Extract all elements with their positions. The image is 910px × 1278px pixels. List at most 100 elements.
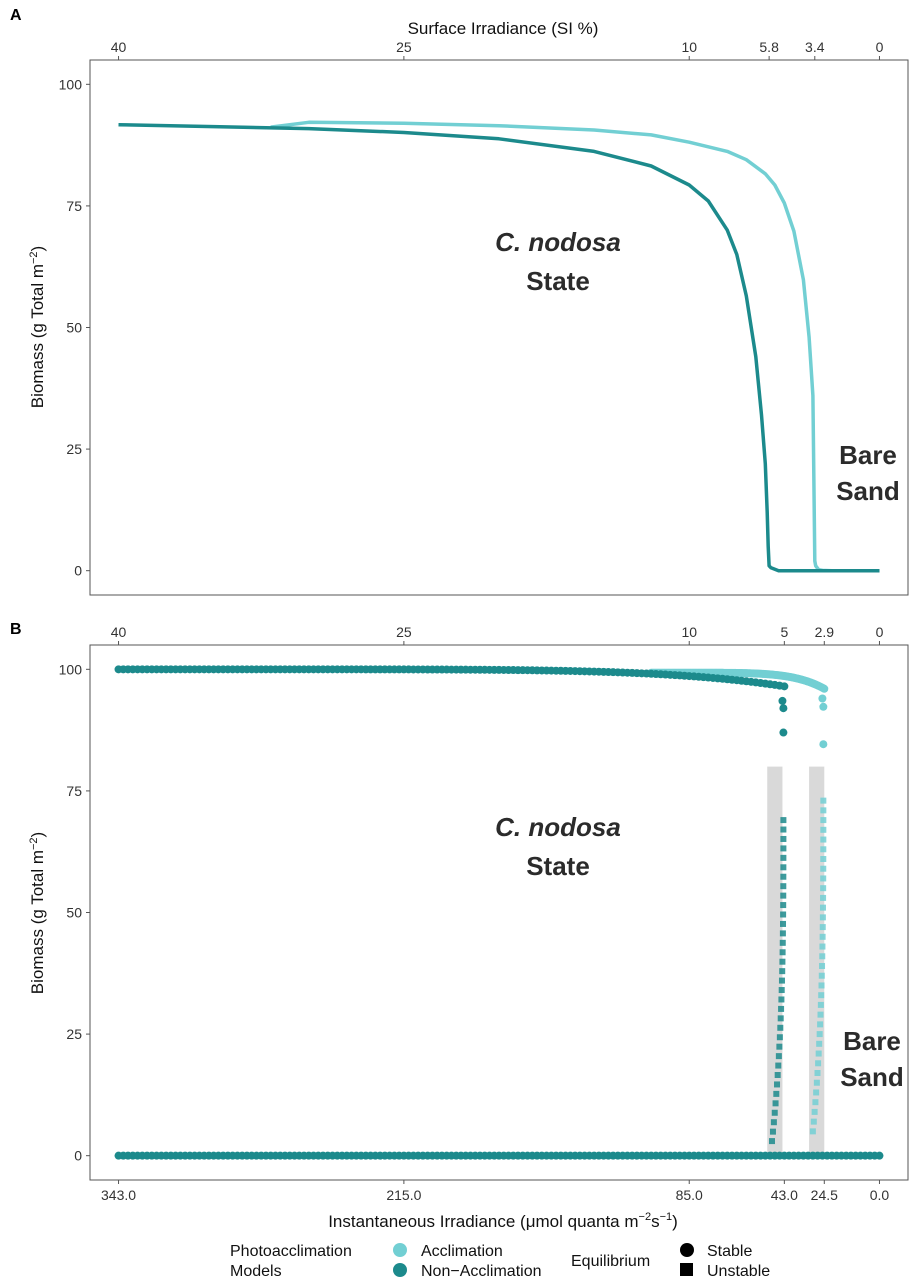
- unstable-point: [769, 1128, 776, 1135]
- unstable-point: [820, 846, 827, 853]
- bottom-tick-label: 215.0: [386, 1187, 421, 1203]
- unstable-point: [777, 1015, 784, 1022]
- panel-b-y-axis-title: Biomass (g Total m−2): [28, 832, 47, 994]
- legend: Photoacclimation Models Acclimation Non−…: [230, 1243, 770, 1278]
- unstable-point: [820, 807, 827, 814]
- unstable-point: [810, 1118, 817, 1125]
- legend-unstable-swatch: [680, 1263, 693, 1276]
- bottom-tick-label: 343.0: [101, 1187, 136, 1203]
- stable-point-bare: [875, 1151, 884, 1160]
- unstable-point: [820, 836, 827, 843]
- unstable-point: [820, 885, 827, 892]
- unstable-point: [778, 987, 785, 994]
- unstable-point: [780, 835, 787, 842]
- bottom-tick-label: 0.0: [870, 1187, 890, 1203]
- unstable-point: [778, 996, 785, 1003]
- panel-b-region-state: State: [526, 851, 590, 881]
- unstable-point: [819, 914, 826, 921]
- legend-acclimation-label: Acclimation: [421, 1243, 503, 1260]
- stable-point: [779, 728, 788, 737]
- panel-a-series: [118, 120, 880, 573]
- top-tick-label: 25: [396, 624, 412, 640]
- unstable-point: [819, 943, 826, 950]
- panel-a-region-cnodosa: C. nodosa: [495, 227, 621, 257]
- unstable-point: [819, 904, 826, 911]
- unstable-point: [776, 1034, 783, 1041]
- unstable-point: [816, 1040, 823, 1047]
- unstable-point: [780, 892, 787, 899]
- unstable-point: [779, 958, 786, 965]
- unstable-point: [817, 1011, 824, 1018]
- panel-b-region-sand: Sand: [840, 1062, 904, 1092]
- unstable-point: [812, 1099, 819, 1106]
- unstable-point: [815, 1050, 822, 1057]
- unstable-point: [818, 982, 825, 989]
- unstable-point: [820, 856, 827, 862]
- y-tick-label: 0: [74, 1148, 82, 1164]
- bottom-tick-label: 85.0: [676, 1187, 703, 1203]
- unstable-point: [820, 797, 827, 804]
- unstable-point: [815, 1060, 822, 1067]
- unstable-point: [813, 1079, 820, 1086]
- bottom-tick-label: 24.5: [811, 1187, 838, 1203]
- unstable-point: [820, 817, 827, 824]
- legend-acclimation-swatch: [393, 1243, 407, 1257]
- y-tick-label: 75: [66, 198, 82, 214]
- y-tick-label: 100: [59, 76, 83, 92]
- panel-b-bistable-bands: [767, 766, 825, 1156]
- panel-a-region-sand: Sand: [836, 476, 900, 506]
- stable-point: [820, 684, 829, 693]
- panel-a-region-state: State: [526, 266, 590, 296]
- y-tick-label: 25: [66, 441, 82, 457]
- legend-unstable-label: Unstable: [707, 1263, 770, 1278]
- stable-point: [819, 702, 828, 711]
- unstable-point: [780, 902, 787, 909]
- unstable-point: [818, 972, 825, 979]
- top-tick-label: 2.9: [815, 624, 835, 640]
- panel-b-y-ticks: 0 25 50 75 100: [59, 661, 90, 1164]
- unstable-point: [780, 854, 787, 861]
- top-tick-label: 40: [111, 39, 127, 55]
- unstable-point: [820, 826, 827, 833]
- top-tick-label: 5.8: [759, 39, 779, 55]
- unstable-point: [779, 949, 786, 956]
- unstable-point: [775, 1053, 782, 1060]
- unstable-point: [778, 1005, 785, 1012]
- unstable-point: [814, 1070, 821, 1076]
- unstable-point: [777, 1024, 784, 1031]
- unstable-point: [780, 873, 787, 880]
- stable-point: [818, 694, 827, 703]
- unstable-point: [775, 1062, 782, 1069]
- top-tick-label: 10: [681, 624, 697, 640]
- unstable-point: [819, 963, 826, 969]
- unstable-point: [776, 1043, 783, 1050]
- panel-b-label: B: [10, 621, 22, 638]
- stable-point: [779, 704, 788, 713]
- unstable-point: [768, 1138, 775, 1145]
- panel-b-x-axis-title: Instantaneous Irradiance (μmol quanta m−…: [328, 1211, 678, 1231]
- unstable-point: [779, 930, 786, 937]
- unstable-point: [816, 1031, 823, 1038]
- panel-a-top-axis-title: Surface Irradiance (SI %): [408, 19, 599, 38]
- stable-point: [819, 740, 828, 749]
- unstable-point: [772, 1100, 779, 1107]
- legend-non-acclimation-label: Non−Acclimation: [421, 1263, 542, 1278]
- unstable-point: [820, 894, 827, 901]
- legend-stable-swatch: [680, 1243, 694, 1257]
- top-tick-label: 10: [681, 39, 697, 55]
- unstable-point: [771, 1109, 778, 1116]
- unstable-point: [770, 1119, 777, 1126]
- top-tick-label: 5: [780, 624, 788, 640]
- unstable-point: [774, 1072, 781, 1079]
- legend-stable-label: Stable: [707, 1243, 752, 1260]
- unstable-point: [779, 968, 786, 975]
- unstable-point: [820, 865, 827, 872]
- stable-point: [778, 696, 787, 705]
- legend-models-title-line2: Models: [230, 1263, 282, 1278]
- panel-b-region-cnodosa: C. nodosa: [495, 812, 621, 842]
- y-tick-label: 50: [66, 905, 82, 921]
- unstable-point: [818, 992, 825, 999]
- unstable-point: [780, 920, 787, 927]
- panel-a-y-ticks: 0 25 50 75 100: [59, 76, 90, 579]
- unstable-point: [819, 953, 826, 960]
